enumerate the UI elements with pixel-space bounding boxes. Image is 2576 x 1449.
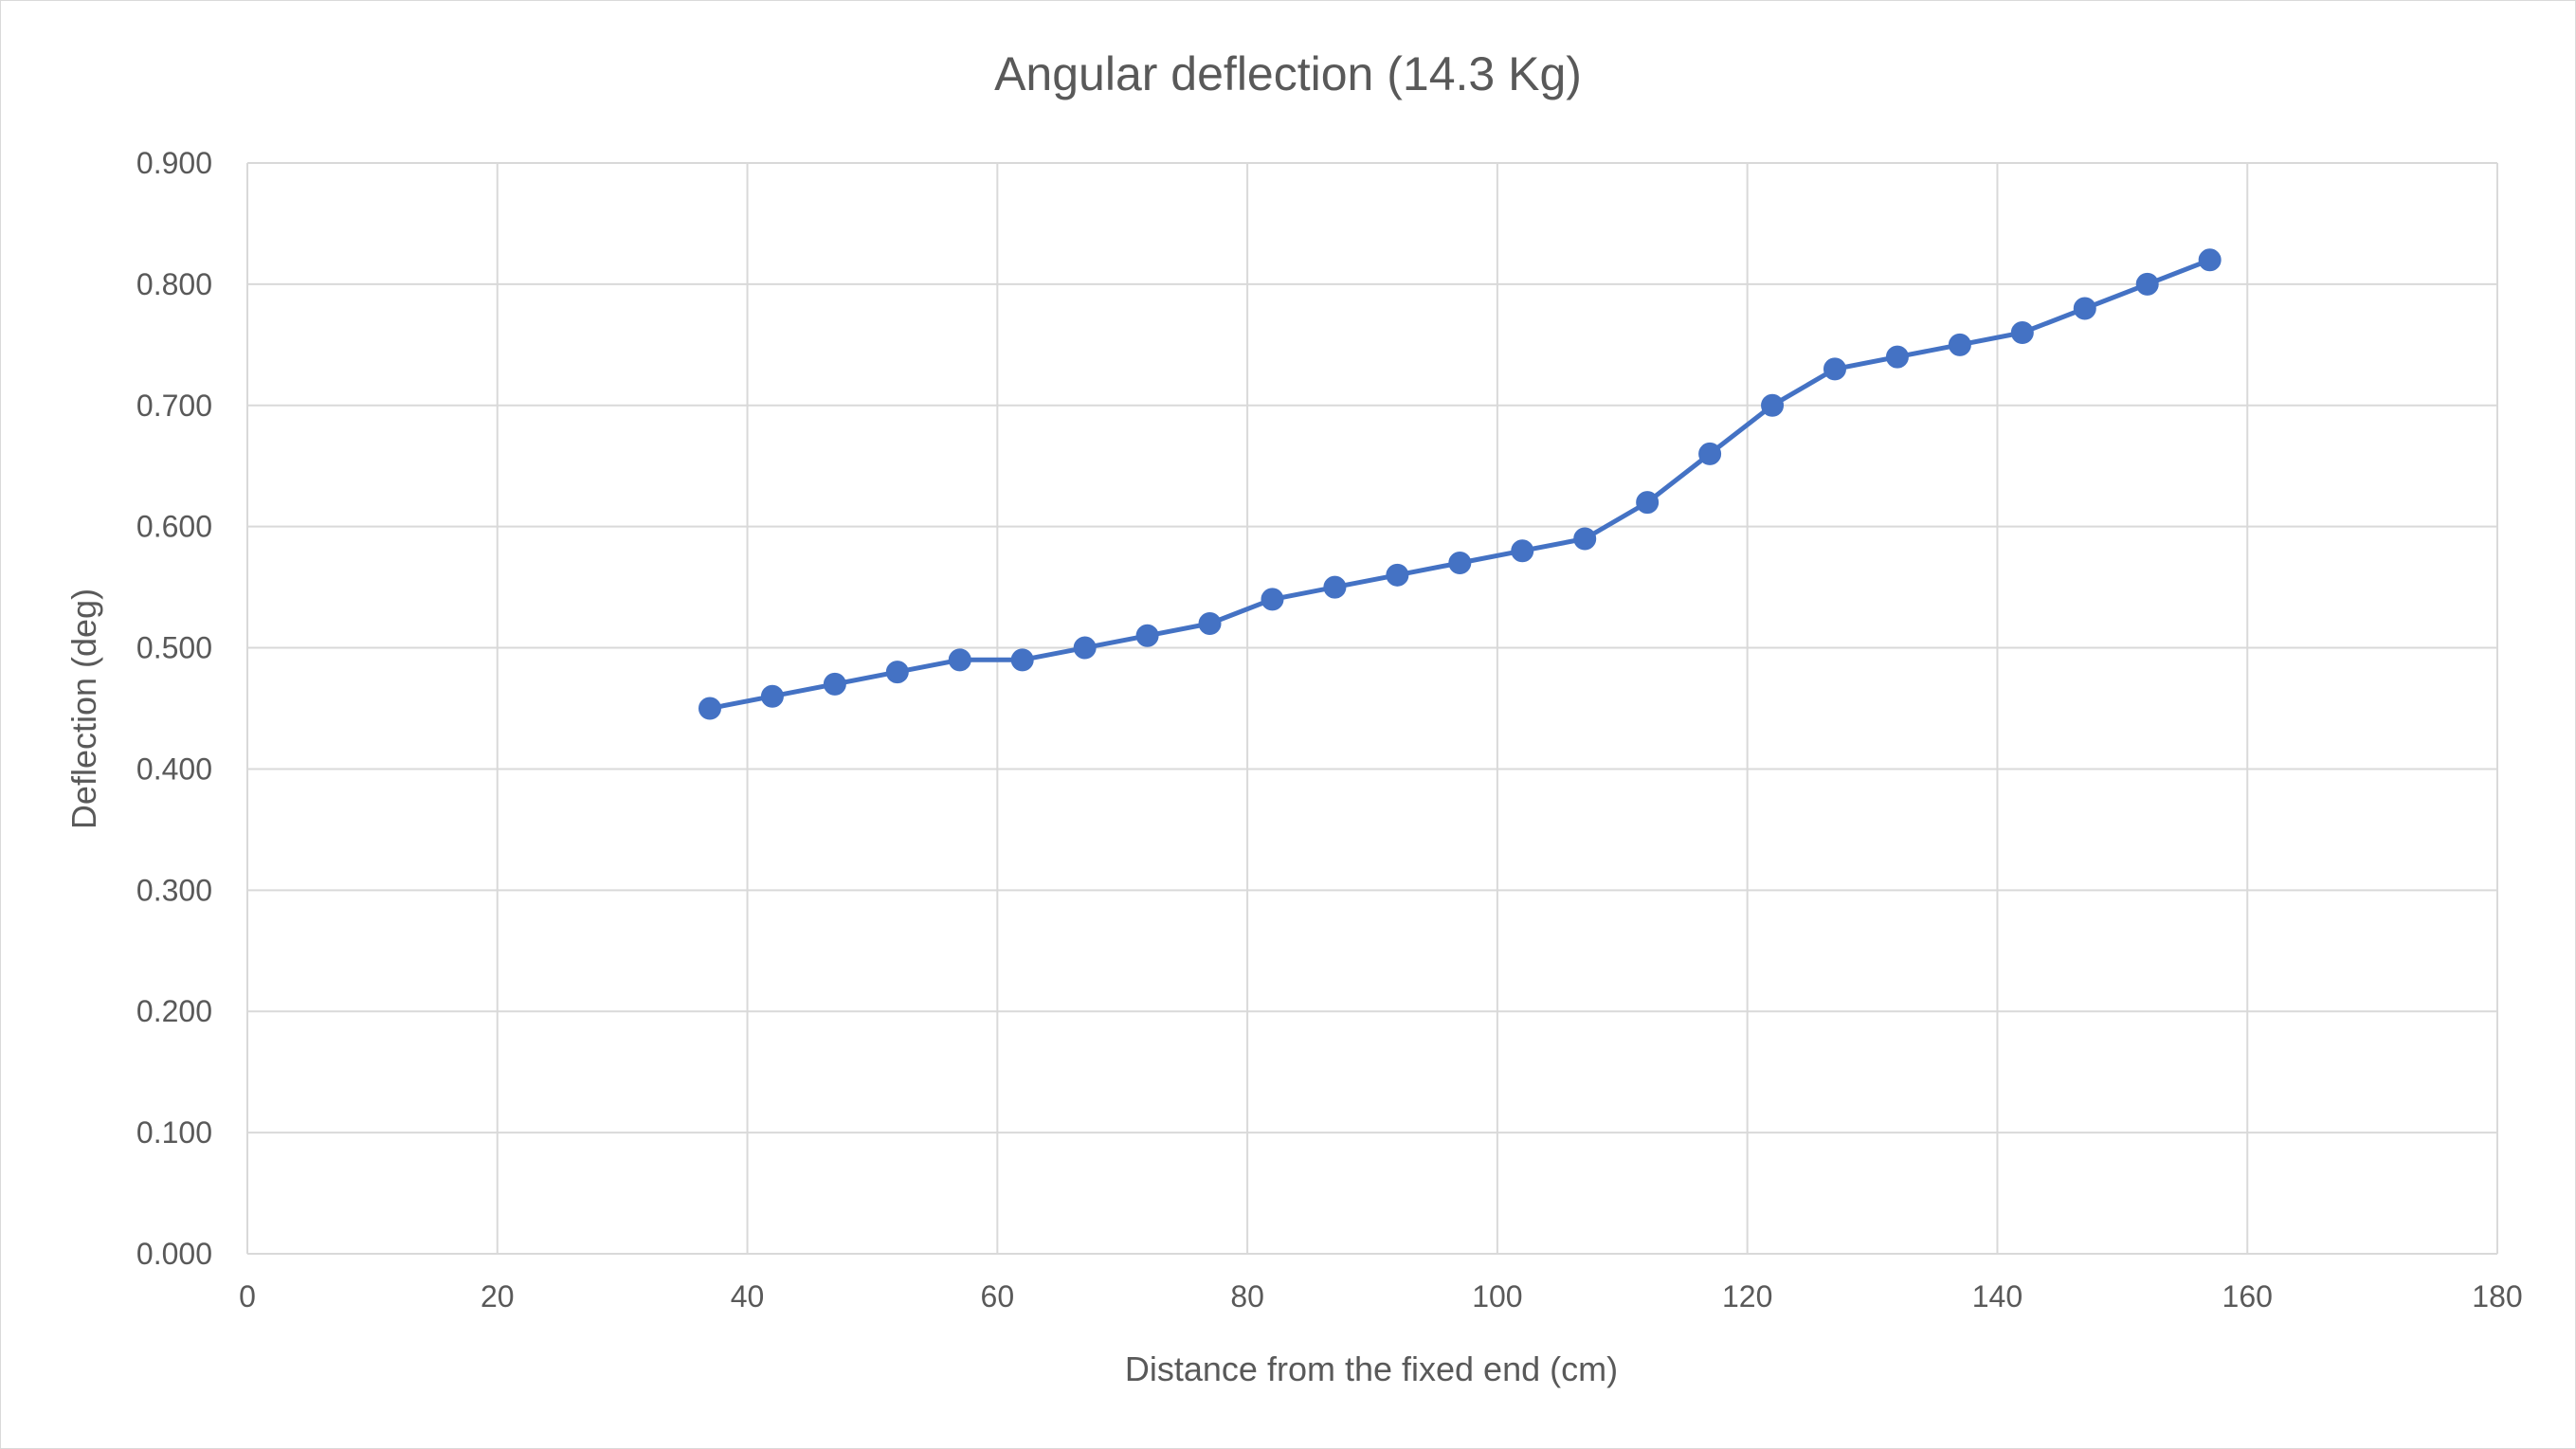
data-point [1323, 575, 1347, 599]
y-tick-label: 0.800 [136, 267, 212, 301]
axes [246, 163, 2497, 1255]
data-point [1823, 357, 1846, 381]
data-point [1948, 333, 1971, 356]
y-tick-label: 0.700 [136, 389, 212, 423]
data-point [1698, 442, 1722, 465]
data-point [2010, 321, 2034, 345]
x-tick-label: 160 [2222, 1279, 2273, 1313]
y-tick-label: 0.100 [136, 1115, 212, 1150]
x-tick-label: 0 [239, 1279, 256, 1313]
x-tick-label: 20 [481, 1279, 515, 1313]
x-tick-label: 80 [1230, 1279, 1264, 1313]
data-point [1511, 539, 1534, 563]
data-point [1261, 588, 1284, 611]
data-point [1636, 491, 1660, 515]
series-line [709, 257, 2211, 711]
data-point [2198, 248, 2222, 272]
data-point [948, 648, 971, 672]
data-point [760, 684, 784, 708]
data-point [823, 672, 846, 696]
x-tick-label: 60 [981, 1279, 1015, 1313]
y-tick-label: 0.600 [136, 510, 212, 544]
y-tick-label: 0.200 [136, 994, 212, 1028]
data-point [2135, 272, 2159, 296]
data-point [698, 697, 721, 720]
data-point [1448, 552, 1472, 575]
data-point [1761, 393, 1785, 417]
grid-lines [247, 162, 2498, 1254]
x-tick-label: 120 [1722, 1279, 1772, 1313]
chart-title: Angular deflection (14.3 Kg) [994, 47, 1582, 100]
data-point [2073, 297, 2096, 320]
data-point [1198, 611, 1222, 635]
x-tick-label: 140 [1972, 1279, 2023, 1313]
tick-labels: 0.000 0.100 0.200 0.300 0.400 0.500 0.600 0.700… [136, 146, 2523, 1313]
x-tick-label: 40 [731, 1279, 765, 1313]
x-tick-label: 100 [1472, 1279, 1522, 1313]
y-tick-label: 0.000 [136, 1237, 212, 1271]
data-point [885, 661, 909, 684]
y-tick-label: 0.400 [136, 752, 212, 786]
y-tick-label: 0.500 [136, 631, 212, 665]
data-point [1073, 636, 1097, 660]
data-point [1885, 345, 1909, 369]
data-point [1386, 563, 1409, 587]
x-axis-title: Distance from the fixed end (cm) [1125, 1349, 1618, 1388]
y-tick-label: 0.300 [136, 873, 212, 907]
data-point [1135, 624, 1159, 647]
data-point [1010, 648, 1034, 672]
data-point [1573, 527, 1597, 551]
y-tick-label: 0.900 [136, 146, 212, 180]
x-tick-label: 180 [2472, 1279, 2522, 1313]
y-axis-title: Deflection (deg) [64, 589, 103, 829]
data-series [698, 248, 2222, 720]
